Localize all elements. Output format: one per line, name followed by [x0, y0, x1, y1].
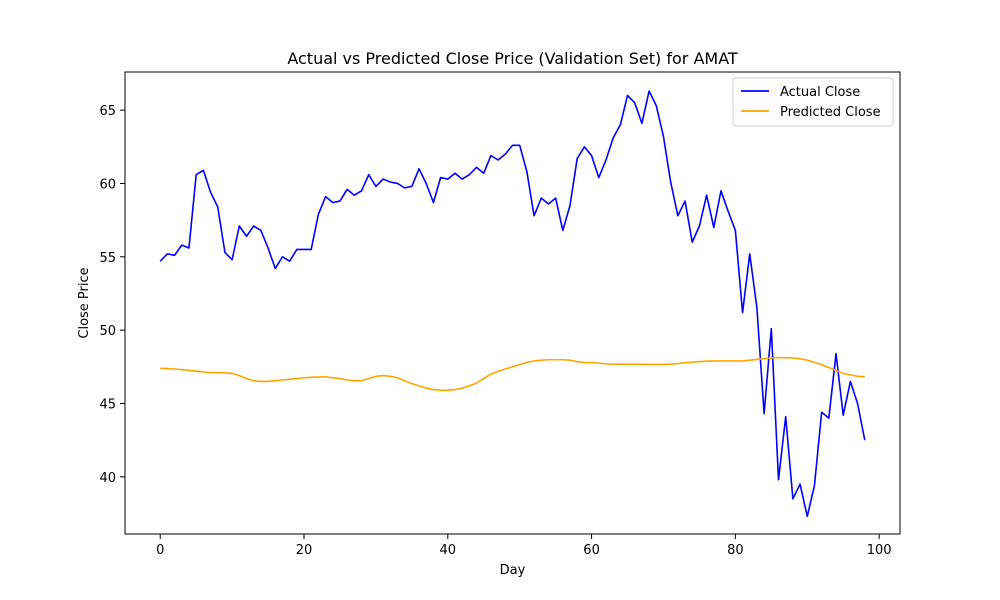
y-axis-label: Close Price: [77, 267, 92, 338]
series-line-predicted-close: [160, 356, 865, 392]
legend-label-predicted-close: Predicted Close: [780, 105, 881, 120]
plot-frame: [124, 71, 901, 535]
series-line-actual-close: [159, 90, 866, 518]
x-axis: 0 20 40 60 80 100: [156, 534, 892, 558]
series-lines: [159, 90, 866, 518]
y-tick-label: 45: [99, 397, 116, 412]
legend-box: [732, 77, 894, 127]
y-tick-label: 55: [99, 251, 116, 266]
y-tick-label: 65: [99, 104, 116, 119]
x-tick-label: 60: [583, 543, 600, 558]
y-tick-label: 60: [99, 177, 116, 192]
x-tick-label: 80: [727, 543, 744, 558]
x-tick-label: 40: [440, 543, 457, 558]
chart-title: Actual vs Predicted Close Price (Validat…: [287, 49, 738, 68]
x-tick-label: 20: [296, 543, 313, 558]
legend-label-actual-close: Actual Close: [780, 85, 860, 100]
y-axis: 40 45 50 55 60 65: [99, 104, 125, 486]
legend: Actual Close Predicted Close: [732, 77, 894, 127]
x-tick-label: 100: [867, 543, 892, 558]
y-tick-label: 50: [99, 324, 116, 339]
y-tick-label: 40: [99, 471, 116, 486]
plot-area: [124, 71, 901, 535]
x-axis-label: Day: [500, 563, 526, 578]
x-tick-label: 0: [156, 543, 164, 558]
